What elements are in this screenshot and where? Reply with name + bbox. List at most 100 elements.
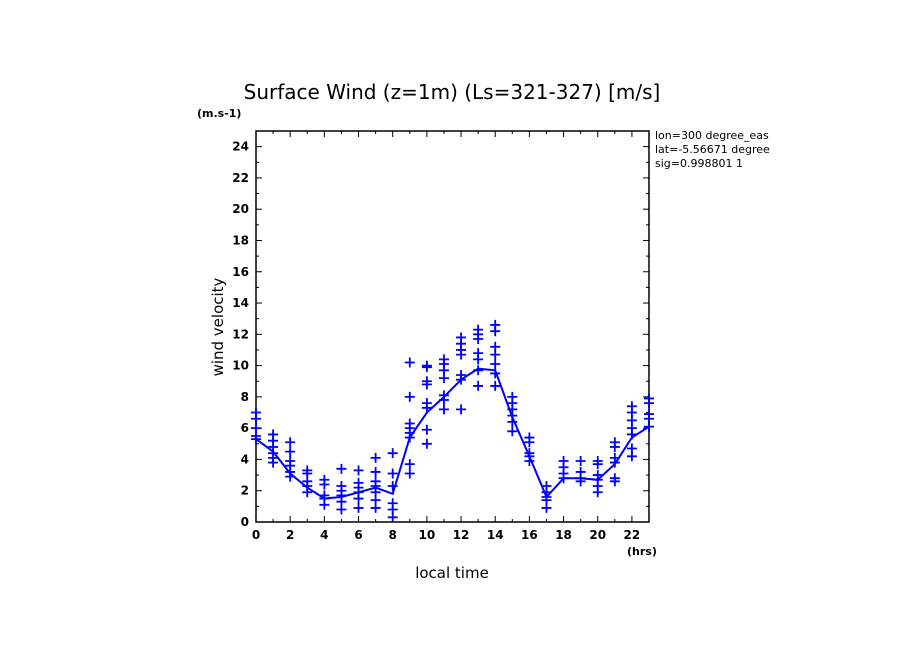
data-point [490, 359, 501, 370]
data-point [490, 326, 501, 337]
annotation-lat: lat=-5.56671 degree [655, 143, 770, 156]
y-tick-label: 8 [241, 390, 249, 404]
data-point [421, 362, 432, 373]
data-point [421, 424, 432, 435]
x-tick-label: 2 [286, 528, 294, 542]
data-point [438, 395, 449, 406]
data-point [421, 379, 432, 390]
data-point [456, 404, 467, 415]
y-tick-label: 14 [232, 296, 249, 310]
data-point [285, 446, 296, 457]
data-point [421, 438, 432, 449]
x-tick-label: 22 [624, 528, 641, 542]
x-tick-label: 10 [419, 528, 436, 542]
data-point [558, 473, 569, 484]
annotation-lon: lon=300 degree_eas [655, 129, 769, 142]
data-point [319, 499, 330, 510]
data-point [370, 466, 381, 477]
data-point [353, 465, 364, 476]
data-point [404, 459, 415, 470]
plot-frame [255, 130, 650, 523]
data-point [387, 448, 398, 459]
y-tick-label: 0 [241, 515, 249, 529]
x-tick-label: 14 [487, 528, 504, 542]
y-axis-label: wind velocity [209, 277, 227, 376]
y-tick-label: 10 [232, 359, 249, 373]
data-point [644, 421, 654, 432]
data-point [490, 368, 501, 379]
x-tick-label: 18 [555, 528, 572, 542]
annotations: lon=300 degree_eas lat=-5.56671 degree s… [655, 129, 770, 170]
data-point [575, 476, 586, 487]
data-point [575, 456, 586, 467]
y-tick-label: 24 [232, 140, 249, 154]
data-point [268, 457, 279, 468]
y-tick-label: 6 [241, 421, 249, 435]
data-point [370, 502, 381, 513]
data-point [285, 437, 296, 448]
data-point [473, 380, 484, 391]
x-tick-label: 0 [252, 528, 260, 542]
data-point [421, 402, 432, 413]
data-point [438, 404, 449, 415]
data-point [387, 468, 398, 479]
x-axis-label: local time [415, 564, 489, 582]
y-tick-label: 22 [232, 171, 249, 185]
data-point [438, 373, 449, 384]
y-tick-label: 18 [232, 233, 249, 247]
data-point [490, 380, 501, 391]
y-tick-label: 2 [241, 484, 249, 498]
y-tick-label: 20 [232, 202, 249, 216]
data-point [626, 429, 637, 440]
data-point [319, 479, 330, 490]
data-point [302, 487, 313, 498]
data-point [285, 471, 296, 482]
y-tick-label: 16 [232, 265, 249, 279]
data-point [251, 434, 261, 445]
mean-line [255, 367, 650, 500]
x-tick-label: 6 [354, 528, 362, 542]
data-point [473, 365, 484, 376]
data-point [336, 504, 347, 515]
data-point [609, 457, 620, 468]
data-point [336, 463, 347, 474]
data-point [473, 334, 484, 345]
annotation-sig: sig=0.998801 1 [655, 157, 743, 170]
x-tick-label: 8 [389, 528, 397, 542]
data-point [541, 502, 552, 513]
data-point [609, 476, 620, 487]
y-tick-label: 12 [232, 327, 249, 341]
data-point [387, 481, 398, 492]
x-unit-label: (hrs) [627, 545, 657, 558]
data-point [507, 426, 518, 437]
data-point [524, 437, 535, 448]
x-tick-label: 4 [320, 528, 328, 542]
data-point [592, 487, 603, 498]
x-tick-label: 12 [453, 528, 470, 542]
data-point [456, 349, 467, 360]
data-point [609, 441, 620, 452]
data-point [404, 468, 415, 479]
data-point [353, 493, 364, 504]
data-point [644, 398, 654, 409]
data-point [387, 512, 398, 523]
data-point [507, 416, 518, 427]
data-point [404, 391, 415, 402]
chart-title: Surface Wind (z=1m) (Ls=321-327) [m/s] [244, 80, 661, 104]
x-tick-label: 20 [589, 528, 606, 542]
data-point [592, 459, 603, 470]
data-point [370, 452, 381, 463]
x-tick-label: 16 [521, 528, 538, 542]
data-point [626, 451, 637, 462]
data-point [456, 374, 467, 385]
y-unit-label: (m.s-1) [197, 107, 241, 120]
data-point [524, 456, 535, 467]
data-point [473, 354, 484, 365]
data-point [404, 432, 415, 443]
y-tick-label: 4 [241, 452, 249, 466]
data-point [251, 413, 261, 424]
data-point [353, 502, 364, 513]
